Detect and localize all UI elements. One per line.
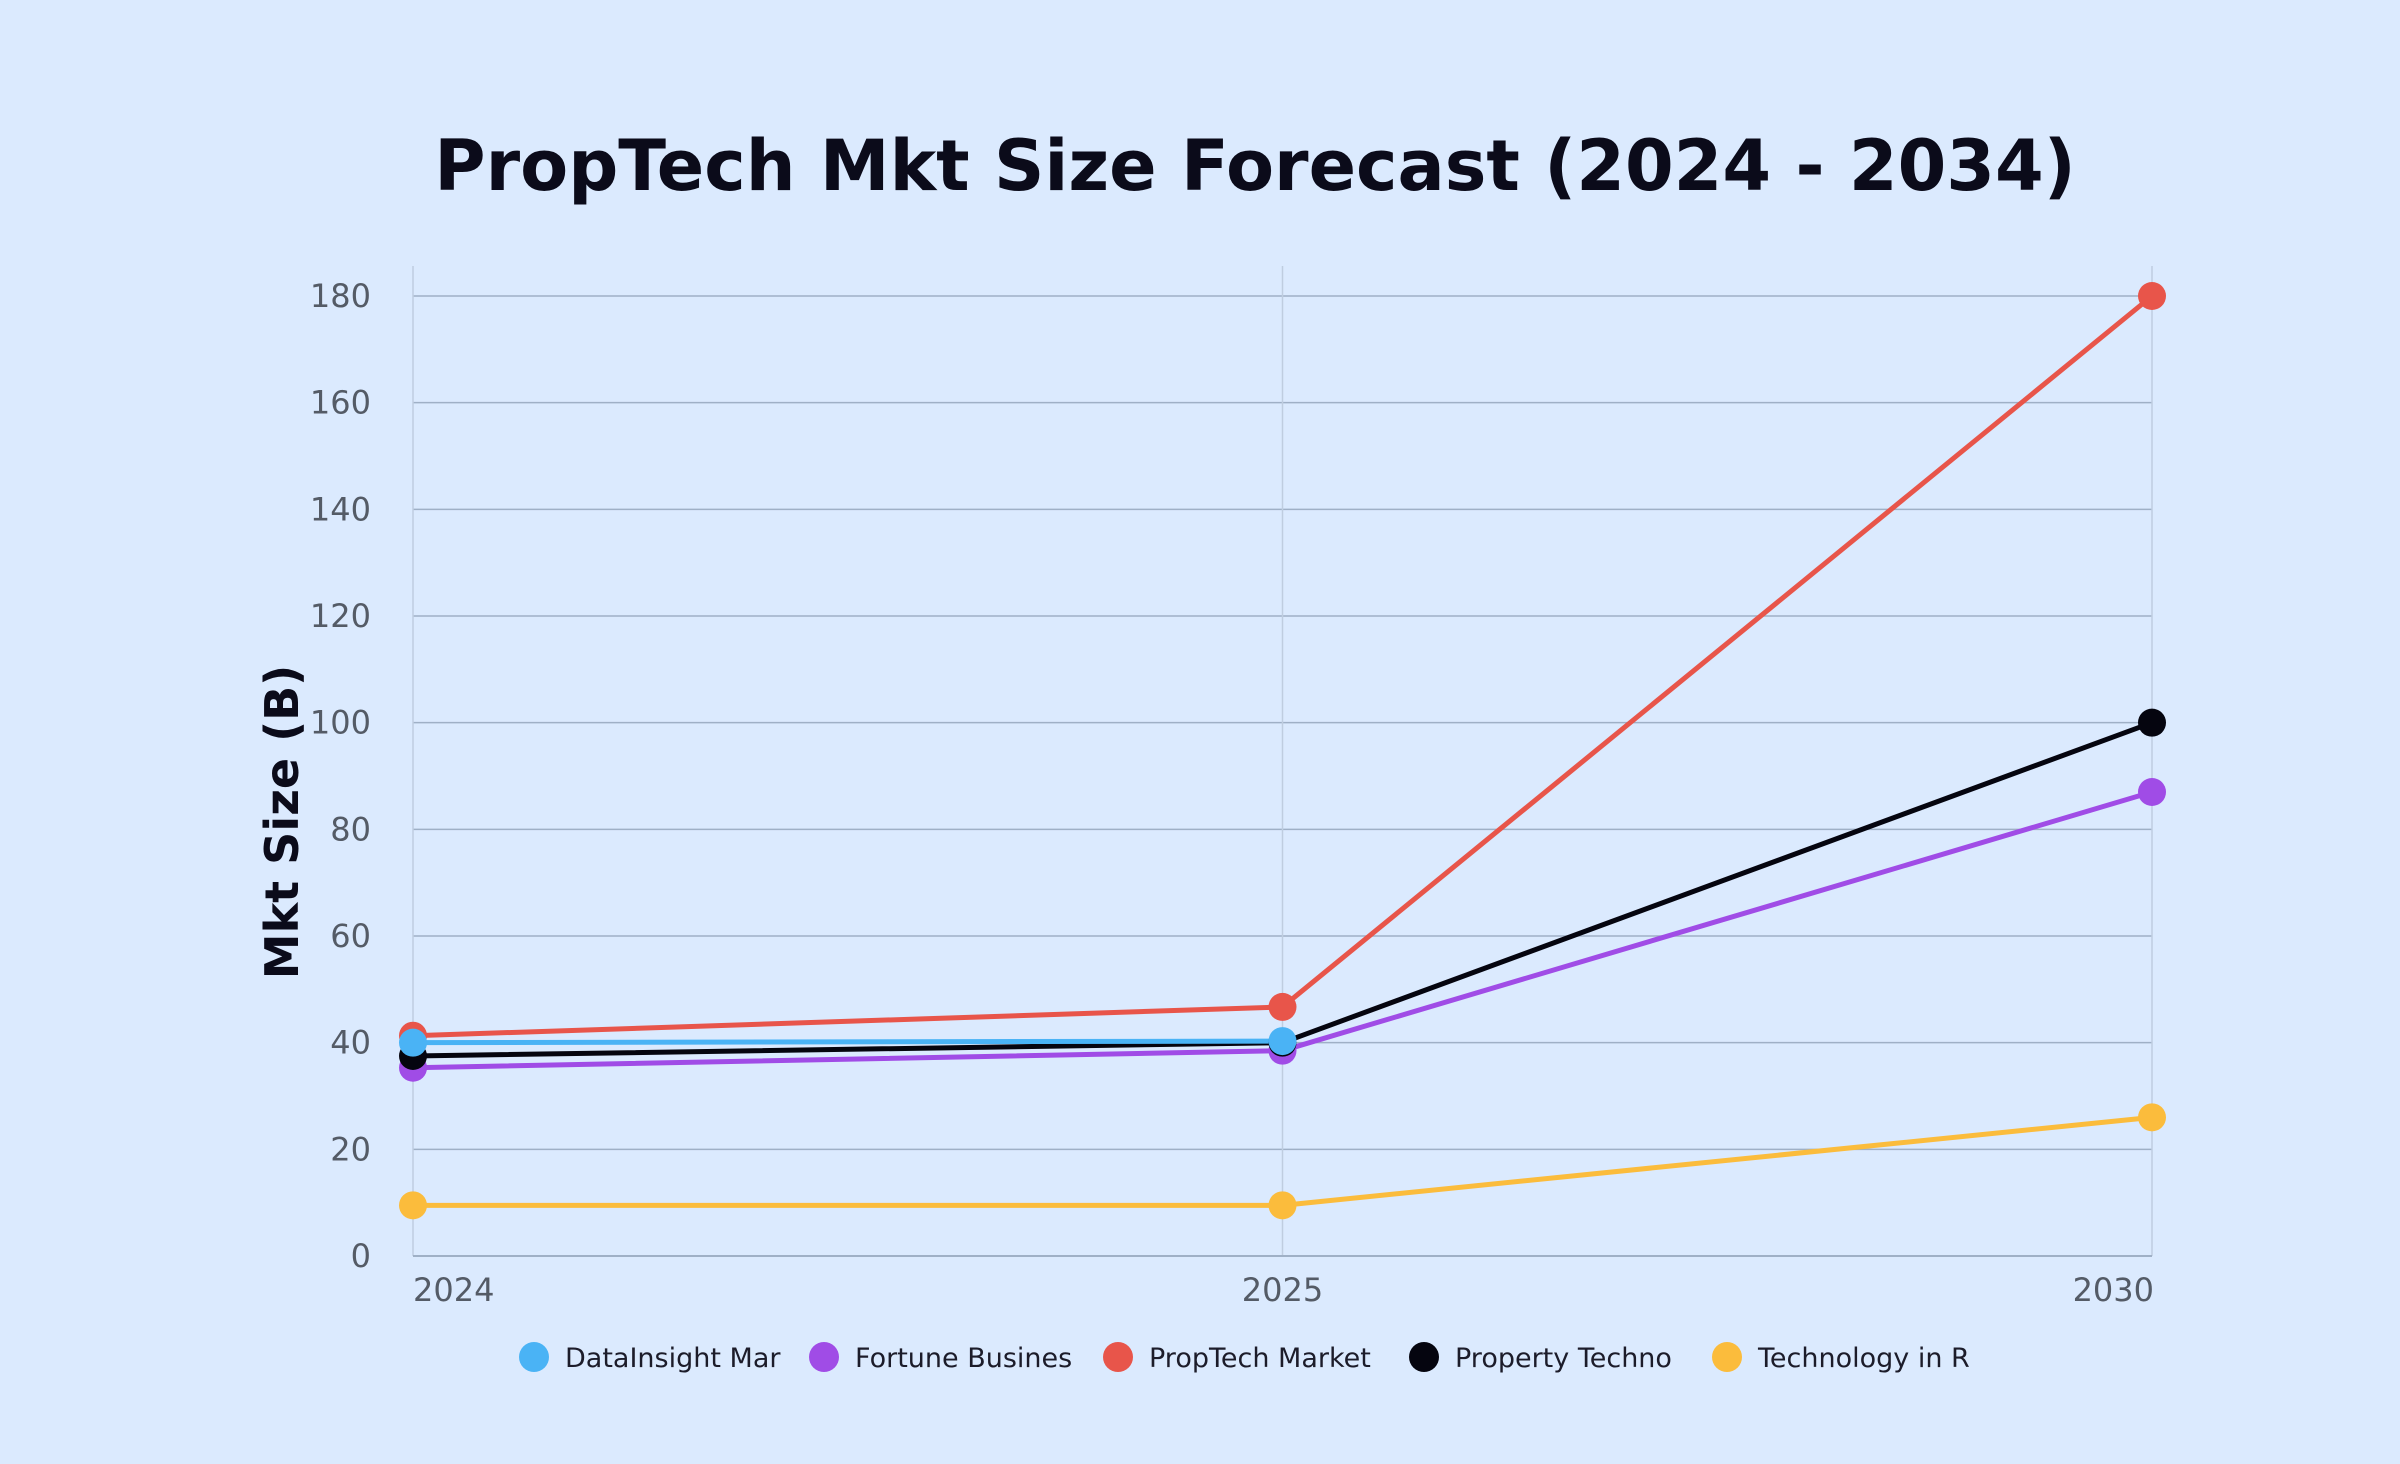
y-tick-label: 140 [310,490,371,528]
data-point-technology-in-r[interactable] [1268,1191,1297,1220]
data-point-datainsight-mar[interactable] [399,1028,427,1057]
x-tick-label: 2030 [2073,1271,2154,1309]
legend: DataInsight Mar Fortune Busines PropTech M… [519,1342,1970,1374]
y-tick-label: 160 [310,384,371,422]
data-point-technology-in-r[interactable] [399,1191,427,1220]
legend-item-proptech-market[interactable]: PropTech Market [1103,1342,1371,1374]
legend-item-technology-in-r[interactable]: Technology in R [1712,1342,1970,1374]
legend-swatch [519,1342,549,1372]
legend-label: Technology in R [1757,1343,1970,1374]
x-tick-label: 2024 [413,1271,494,1309]
y-axis-label: Mkt Size (B) [255,665,309,979]
y-tick-label: 40 [330,1024,371,1062]
legend-label: DataInsight Mar [565,1343,781,1374]
legend-item-datainsight-mar[interactable]: DataInsight Mar [519,1342,781,1374]
data-point-proptech-market[interactable] [1268,992,1297,1021]
chart-title: PropTech Mkt Size Forecast (2024 - 2034) [434,125,2075,207]
legend-label: PropTech Market [1149,1343,1371,1374]
y-tick-label: 60 [330,917,371,955]
legend-swatch [1409,1342,1439,1372]
y-tick-label: 80 [330,810,371,848]
legend-item-fortune-busines[interactable]: Fortune Busines [809,1342,1072,1374]
y-tick-label: 100 [310,704,371,742]
series-line-datainsight-mar [410,1038,1285,1046]
data-point-fortune-busines[interactable] [2138,778,2166,806]
legend-swatch [1103,1342,1133,1372]
data-point-property-techno[interactable] [2138,708,2166,737]
grid [412,266,2153,1256]
legend-swatch [809,1342,839,1372]
y-tick-label: 20 [330,1130,371,1168]
data-point-proptech-market[interactable] [2138,282,2166,310]
x-tick-label: 2025 [1242,1271,1323,1309]
y-tick-label: 0 [351,1237,371,1275]
data-point-datainsight-mar[interactable] [1268,1027,1297,1056]
data-point-technology-in-r[interactable] [2138,1103,2166,1132]
axes: 0 20 40 60 80 100 120 140 160 180 2024 2025 2030 [310,277,2154,1309]
legend-item-property-techno[interactable]: Property Techno [1409,1342,1672,1374]
legend-label: Fortune Busines [855,1343,1072,1374]
y-tick-label: 120 [310,597,371,635]
series-points [399,282,2166,1220]
legend-label: Property Techno [1455,1343,1672,1374]
legend-swatch [1712,1342,1742,1372]
y-tick-label: 180 [310,277,371,315]
